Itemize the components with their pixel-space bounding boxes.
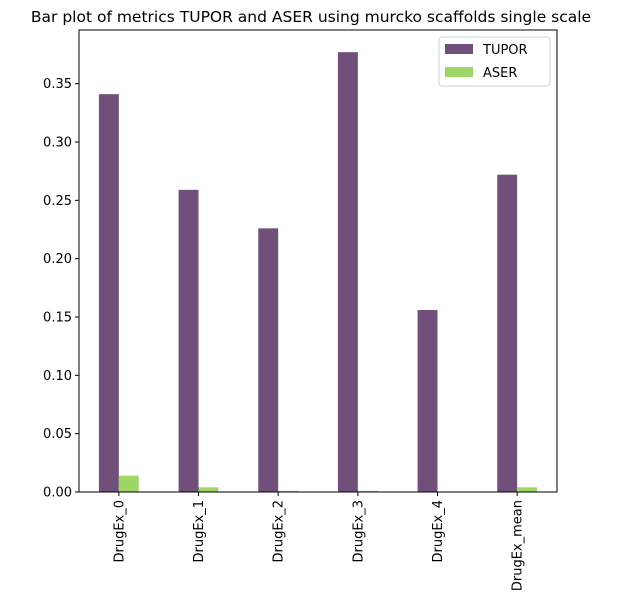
y-tick-label: 0.35 (43, 77, 72, 92)
legend-label-tupor: TUPOR (482, 43, 528, 58)
plot-frame (78, 29, 558, 493)
bar-tupor-drugex_mean (497, 174, 518, 492)
bar-tupor-drugex_4 (417, 310, 438, 492)
y-tick-label: 0.15 (43, 311, 72, 326)
chart-title: Bar plot of metrics TUPOR and ASER using… (31, 8, 591, 26)
bar-aser-drugex_0 (118, 475, 139, 492)
x-tick-label: DrugEx_4 (431, 500, 446, 563)
legend-swatch-tupor (445, 44, 473, 54)
bar-tupor-drugex_1 (178, 189, 199, 493)
x-tick-label: DrugEx_0 (112, 500, 127, 563)
bar-aser-drugex_3 (357, 490, 378, 492)
legend: TUPOR ASER (438, 36, 551, 87)
bar-aser-drugex_1 (198, 487, 219, 492)
x-tick-label: DrugEx_3 (351, 500, 366, 563)
y-tick-label: 0.05 (43, 427, 72, 442)
x-tick-label: DrugEx_mean (511, 500, 526, 591)
x-axis: DrugEx_0 DrugEx_1 DrugEx_2 DrugEx_3 DrugEx_4… (112, 492, 526, 591)
bar-tupor-drugex_0 (98, 94, 119, 493)
bar-tupor-drugex_2 (258, 228, 279, 493)
legend-swatch-aser (445, 67, 473, 77)
bars-group (98, 52, 538, 493)
bar-tupor-drugex_3 (337, 52, 358, 493)
x-tick-label: DrugEx_1 (192, 500, 207, 563)
bar-aser-drugex_mean (517, 487, 538, 492)
x-tick-label: DrugEx_2 (272, 500, 287, 563)
y-tick-label: 0.25 (43, 194, 72, 209)
y-axis: 0.00 0.05 0.10 0.15 0.20 0.25 0.30 0.35 (43, 77, 79, 501)
y-tick-label: 0.20 (43, 252, 72, 267)
y-tick-label: 0.30 (43, 136, 72, 151)
bar-aser-drugex_2 (278, 490, 299, 492)
y-tick-label: 0.10 (43, 369, 72, 384)
legend-label-aser: ASER (483, 66, 517, 81)
y-tick-label: 0.00 (43, 486, 72, 501)
